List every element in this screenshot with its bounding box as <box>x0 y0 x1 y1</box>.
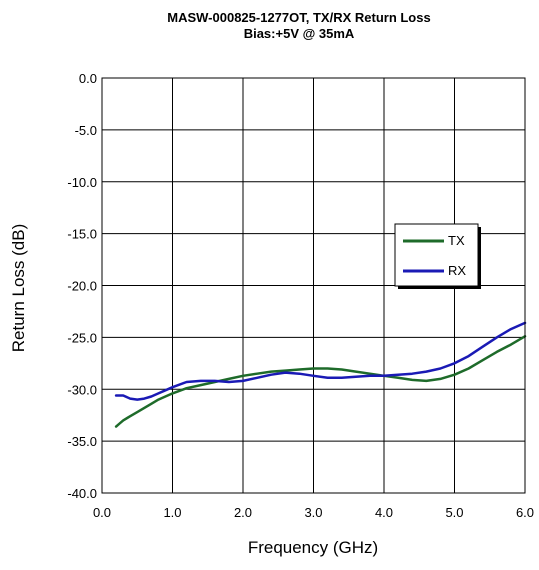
y-tick-label: -20.0 <box>67 279 97 294</box>
y-tick-label: -10.0 <box>67 175 97 190</box>
legend-label-rx: RX <box>448 263 466 278</box>
y-tick-labels: 0.0 -5.0 -10.0 -15.0 -20.0 -25.0 -30.0 -35.0 -40… <box>67 71 97 501</box>
y-tick-label: 0.0 <box>79 71 97 86</box>
x-tick-label: 1.0 <box>163 505 181 520</box>
y-tick-label: -15.0 <box>67 227 97 242</box>
series-line-tx <box>114 335 527 428</box>
x-tick-label: 0.0 <box>93 505 111 520</box>
series-line-rx <box>114 321 527 401</box>
x-tick-labels: 0.0 1.0 2.0 3.0 4.0 5.0 6.0 <box>93 505 534 520</box>
y-tick-label: -30.0 <box>67 382 97 397</box>
chart-subtitle: Bias:+5V @ 35mA <box>244 26 355 41</box>
chart-title: MASW-000825-1277OT, TX/RX Return Loss <box>167 10 430 25</box>
x-tick-label: 2.0 <box>234 505 252 520</box>
x-axis-label: Frequency (GHz) <box>248 538 378 557</box>
legend-box <box>394 223 479 287</box>
plot-frame <box>101 77 526 494</box>
y-axis-label: Return Loss (dB) <box>9 224 28 353</box>
x-tick-label: 6.0 <box>516 505 534 520</box>
legend: TX RX <box>394 223 481 289</box>
y-tick-label: -35.0 <box>67 434 97 449</box>
x-tick-label: 5.0 <box>445 505 463 520</box>
y-tick-label: -40.0 <box>67 486 97 501</box>
series-layer <box>114 321 527 428</box>
y-tick-label: -5.0 <box>75 123 97 138</box>
legend-label-tx: TX <box>448 233 465 248</box>
x-tick-label: 3.0 <box>304 505 322 520</box>
x-tick-label: 4.0 <box>375 505 393 520</box>
y-tick-label: -25.0 <box>67 330 97 345</box>
